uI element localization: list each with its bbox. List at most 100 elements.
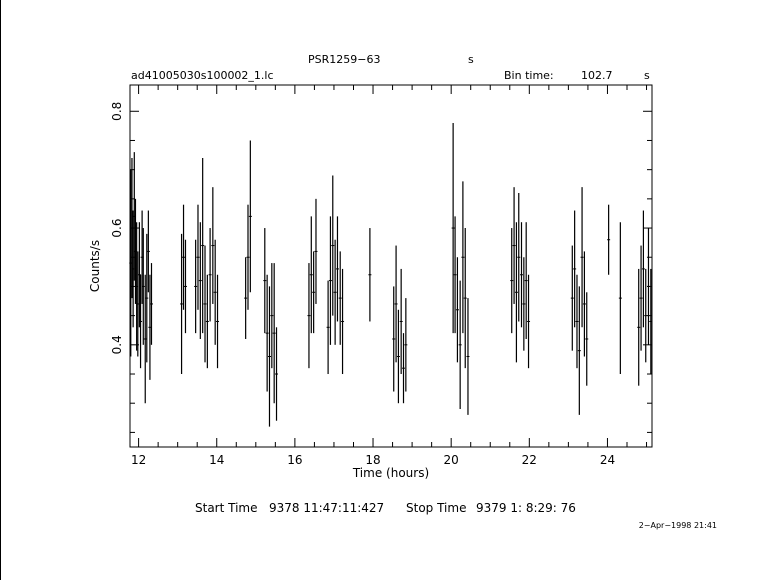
data-point xyxy=(149,263,153,345)
data-point xyxy=(394,245,398,363)
data-point xyxy=(649,268,653,375)
data-point xyxy=(265,274,269,392)
data-point xyxy=(216,274,220,369)
data-point xyxy=(338,251,342,345)
data-point xyxy=(198,222,202,339)
data-point xyxy=(201,157,205,334)
data-point xyxy=(641,210,645,328)
data-point xyxy=(646,228,650,345)
data-point xyxy=(570,245,574,351)
data-point xyxy=(331,175,335,316)
data-point xyxy=(267,286,271,427)
data-point xyxy=(392,286,396,392)
x-axis-ticks: 12 14 16 18 20 22 24 xyxy=(131,85,648,467)
plot-frame xyxy=(129,84,653,448)
start-time-value: 9378 11:47:11:427 xyxy=(269,501,384,515)
data-point xyxy=(335,216,339,322)
data-point xyxy=(333,239,337,345)
data-point xyxy=(145,233,149,363)
file-name: ad41005030s100002_1.lc xyxy=(131,69,274,82)
data-point xyxy=(517,193,521,322)
data-point xyxy=(618,222,622,375)
data-point xyxy=(213,239,217,345)
y-tick-label: 0.6 xyxy=(110,219,124,238)
data-point xyxy=(396,309,400,404)
data-point xyxy=(639,245,643,351)
data-point xyxy=(246,204,250,310)
x-tick-label: 14 xyxy=(209,453,224,467)
data-point xyxy=(196,204,200,310)
object-unit: s xyxy=(468,53,474,66)
data-point xyxy=(585,292,589,386)
data-point xyxy=(522,257,526,351)
start-time-label: Start Time xyxy=(195,501,258,515)
data-point xyxy=(466,298,470,415)
data-point xyxy=(182,204,186,310)
data-point xyxy=(524,222,528,339)
data-point xyxy=(270,263,274,369)
data-point xyxy=(314,198,318,304)
data-point xyxy=(141,228,145,345)
data-point xyxy=(607,204,611,275)
y-tick-label: 0.8 xyxy=(110,102,124,121)
data-point xyxy=(146,210,150,293)
data-point xyxy=(272,263,276,404)
data-point xyxy=(644,268,648,363)
data-point xyxy=(205,274,209,369)
data-point xyxy=(211,187,215,304)
data-point xyxy=(139,274,143,369)
data-point xyxy=(637,268,641,386)
data-point xyxy=(399,268,403,375)
data-point xyxy=(461,181,465,334)
data-point xyxy=(510,228,514,334)
data-point xyxy=(451,122,455,334)
data-point xyxy=(183,239,187,334)
data-point xyxy=(307,263,311,369)
data-point xyxy=(248,140,252,293)
data-point xyxy=(527,274,531,369)
x-axis-label: Time (hours) xyxy=(352,466,429,480)
data-point xyxy=(514,222,518,363)
data-point xyxy=(580,187,584,328)
data-point xyxy=(263,228,267,334)
data-point xyxy=(512,187,516,304)
bin-time-label: Bin time: xyxy=(504,69,554,82)
window-left-edge xyxy=(0,0,1,580)
data-point xyxy=(368,228,372,322)
data-point xyxy=(244,257,248,339)
data-point xyxy=(312,251,316,334)
bin-time-value: 102.7 xyxy=(581,69,613,82)
data-point xyxy=(453,216,457,334)
data-point xyxy=(582,251,586,357)
data-point xyxy=(208,228,212,322)
data-points xyxy=(129,122,653,427)
x-tick-label: 22 xyxy=(522,453,537,467)
x-tick-label: 18 xyxy=(365,453,380,467)
data-point xyxy=(458,280,462,410)
x-tick-label: 12 xyxy=(131,453,146,467)
data-point xyxy=(402,333,406,404)
stop-time-label: Stop Time xyxy=(406,501,466,515)
data-point xyxy=(463,228,467,369)
data-point xyxy=(328,216,332,345)
data-point xyxy=(275,327,279,421)
data-point xyxy=(573,210,577,328)
data-point xyxy=(180,233,184,375)
plot-date: 2−Apr−1998 21:41 xyxy=(639,521,717,530)
x-tick-label: 20 xyxy=(444,453,459,467)
y-axis-ticks: 0.4 0.6 0.8 xyxy=(110,102,652,433)
data-point xyxy=(341,268,345,375)
data-point xyxy=(194,239,198,334)
data-point xyxy=(326,280,330,375)
x-tick-label: 24 xyxy=(600,453,615,467)
data-point xyxy=(455,257,459,363)
stop-time-value: 9379 1: 8:29: 76 xyxy=(476,501,576,515)
x-tick-label: 16 xyxy=(287,453,302,467)
data-point xyxy=(577,286,581,415)
data-point xyxy=(309,216,313,334)
data-point xyxy=(575,274,579,369)
y-axis-label: Counts/s xyxy=(88,240,102,292)
object-name: PSR1259−63 xyxy=(308,53,380,66)
data-point xyxy=(404,298,408,392)
